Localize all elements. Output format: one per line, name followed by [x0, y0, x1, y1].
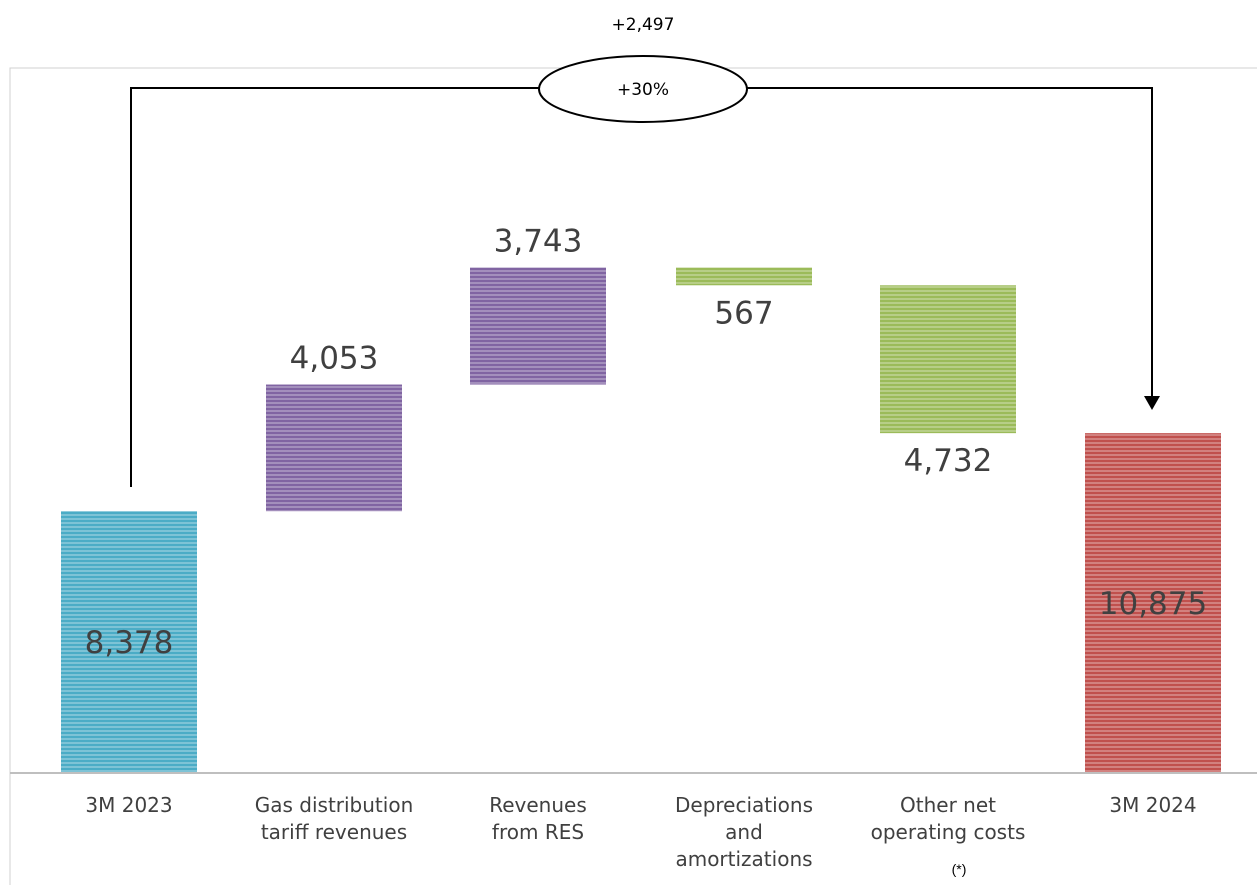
change-ellipse — [538, 55, 748, 123]
category-label-3-1: and — [725, 820, 763, 844]
change-bracket: +30% +2,497 — [130, 15, 1160, 487]
value-labels-layer: 8,378 4,053 3,743 567 4,732 10,875 — [85, 224, 1208, 662]
value-label-5: 10,875 — [1099, 586, 1207, 622]
category-label-3-2: amortizations — [675, 847, 812, 871]
value-label-1: 4,053 — [290, 341, 379, 377]
category-label-3-0: Depreciations — [675, 793, 813, 817]
category-label-2-0: Revenues — [489, 793, 587, 817]
bar-texture-3 — [676, 267, 812, 286]
category-label-1-0: Gas distribution — [255, 793, 414, 817]
change-percent: +30% — [617, 80, 669, 100]
category-label-0-0: 3M 2023 — [85, 793, 172, 817]
change-absolute: +2,497 — [612, 15, 675, 35]
bar-texture-4 — [880, 285, 1016, 434]
bar-texture-0 — [61, 511, 197, 773]
plot-frame — [9, 67, 1257, 885]
bar-texture-5 — [1085, 433, 1221, 773]
footnote-mark: (*) — [952, 861, 967, 877]
value-label-3: 567 — [714, 295, 773, 331]
bars-layer — [61, 267, 1221, 773]
category-label-2-1: from RES — [492, 820, 584, 844]
category-label-4-1: operating costs — [871, 820, 1026, 844]
category-labels-layer: 3M 2023 Gas distribution tariff revenues Re… — [85, 793, 1196, 871]
bar-texture-1 — [266, 384, 402, 512]
category-label-4-0: Other net — [900, 793, 996, 817]
value-label-2: 3,743 — [494, 224, 583, 260]
value-label-0: 8,378 — [85, 625, 174, 661]
arrowhead-down-icon — [1144, 396, 1160, 410]
bar-texture-2 — [470, 267, 606, 385]
value-label-4: 4,732 — [904, 443, 993, 479]
category-label-1-1: tariff revenues — [261, 820, 407, 844]
category-label-5-0: 3M 2024 — [1109, 793, 1196, 817]
